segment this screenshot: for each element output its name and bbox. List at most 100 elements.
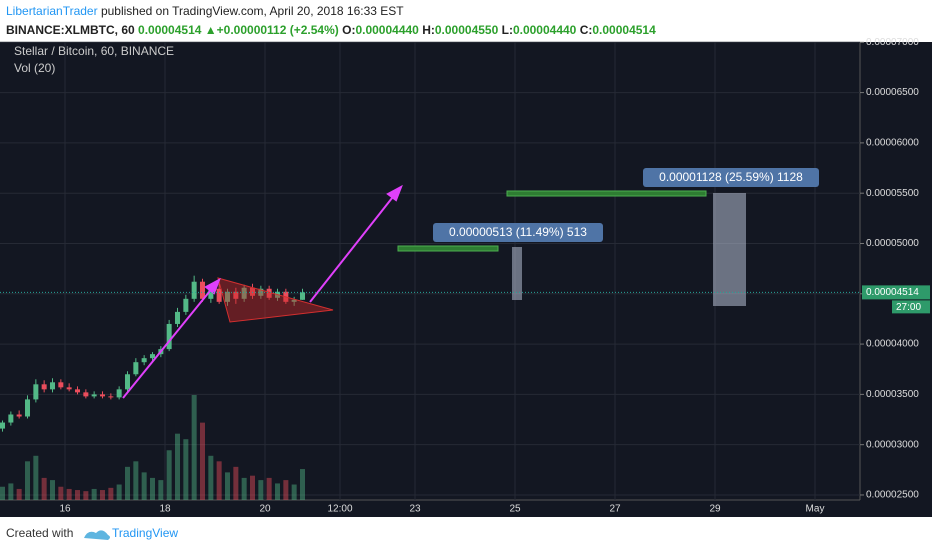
measure-label: 0.00001128 (25.59%) 1128 <box>659 170 803 184</box>
arrow-head <box>386 184 403 202</box>
candle-body <box>16 414 22 417</box>
volume-bar <box>24 461 31 500</box>
last-price-label: 0.00004514 <box>866 287 919 298</box>
candle-body <box>208 288 214 299</box>
candle-body <box>249 287 256 296</box>
volume-bar <box>208 455 214 500</box>
candle-body <box>266 288 272 298</box>
candle-body <box>199 281 206 299</box>
candle-body <box>24 399 31 417</box>
candle-body <box>133 362 139 375</box>
x-tick-label: 29 <box>709 504 721 515</box>
y-tick-label: 0.00004000 <box>866 339 919 350</box>
candle-body <box>233 291 239 299</box>
volume-bar <box>33 455 39 500</box>
volume-bar <box>108 487 114 500</box>
candle-body <box>149 354 156 359</box>
candle-body <box>191 281 197 299</box>
candle-body <box>299 292 306 300</box>
volume-bar <box>58 486 64 500</box>
volume-bar <box>66 488 72 500</box>
candle-body <box>183 298 189 312</box>
marks <box>0 275 306 500</box>
volume-bar <box>183 439 189 500</box>
candle-body <box>116 389 122 398</box>
volume-bar <box>191 395 197 500</box>
volume-bar <box>233 466 239 500</box>
volume-bar <box>241 477 247 500</box>
target-line <box>506 190 707 197</box>
y-tick-label: 0.00006000 <box>866 138 919 149</box>
x-tick-label: May <box>806 504 825 515</box>
measure-label-box <box>643 168 819 187</box>
volume-bar <box>141 472 147 500</box>
y-tick-label: 0.00003000 <box>866 439 919 450</box>
candle-body <box>8 414 14 423</box>
last-price-box <box>862 285 930 300</box>
volume-bar <box>99 490 106 500</box>
volume-bar <box>74 490 81 500</box>
chart-background <box>0 42 932 517</box>
volume-bar <box>283 480 289 500</box>
y-tick-label: 0.00003500 <box>866 389 919 400</box>
candle-body <box>124 374 131 390</box>
volume-bar <box>266 477 272 500</box>
candle-body <box>216 288 222 302</box>
candle-body <box>58 382 64 388</box>
target-line <box>397 245 499 252</box>
volume-bar <box>291 484 297 500</box>
x-tick-label: 16 <box>59 504 71 515</box>
measure-box <box>512 247 522 300</box>
c: 0.00004514 <box>592 23 656 37</box>
candle-body <box>83 392 89 397</box>
candle-body <box>258 288 264 296</box>
footer-brand[interactable]: TradingView <box>112 526 178 540</box>
volume-bar <box>216 461 222 500</box>
last: 0.00004514 <box>138 23 202 37</box>
arrow: ▲ <box>204 23 217 37</box>
chart-subtitle: Vol (20) <box>14 61 55 75</box>
grid <box>0 41 860 500</box>
arrow-head <box>204 277 221 295</box>
logo <box>84 530 110 540</box>
y-tick-label: 0.00005500 <box>866 188 919 199</box>
o: 0.00004440 <box>355 23 419 37</box>
x-tick-label: 25 <box>509 504 521 515</box>
volume-bar <box>116 484 122 500</box>
countdown-box <box>892 300 930 314</box>
x-tick-label: 12:00 <box>327 504 352 515</box>
h-label: H: <box>422 23 435 37</box>
footer-text: Created with <box>6 526 73 540</box>
volume-bar <box>274 483 281 500</box>
candle-body <box>224 291 231 302</box>
volume-bar <box>0 486 6 500</box>
o-label: O: <box>342 23 356 37</box>
y-tick-label: 0.00006500 <box>866 87 919 98</box>
volume-bar <box>149 477 156 500</box>
symbol: BINANCE:XLMBTC, 60 <box>6 23 135 37</box>
x-tick-label: 27 <box>609 504 621 515</box>
footer-background <box>0 517 932 550</box>
candle-body <box>291 299 297 302</box>
y-tick-label: 0.00007000 <box>866 37 919 48</box>
candle-body <box>49 382 56 390</box>
volume-bar <box>258 480 264 500</box>
arrow <box>309 192 397 303</box>
candle-body <box>91 394 97 397</box>
published: published on TradingView.com, April 20, … <box>100 4 404 18</box>
arrow <box>122 285 215 399</box>
candle-body <box>66 387 72 390</box>
x-tick-label: 18 <box>159 504 171 515</box>
volume-bar <box>158 480 164 500</box>
volume-bar <box>41 477 47 500</box>
triangle-drawing <box>217 277 334 323</box>
x-tick-label: 23 <box>409 504 421 515</box>
author[interactable]: LibertarianTrader <box>6 4 98 18</box>
measure-box <box>713 193 746 306</box>
measure-label-box <box>433 223 603 242</box>
change: +0.00000112 (+2.54%) <box>216 23 339 37</box>
candle-body <box>108 396 114 398</box>
c-label: C: <box>579 23 593 37</box>
header-line-1: LibertarianTrader published on TradingVi… <box>6 2 656 21</box>
